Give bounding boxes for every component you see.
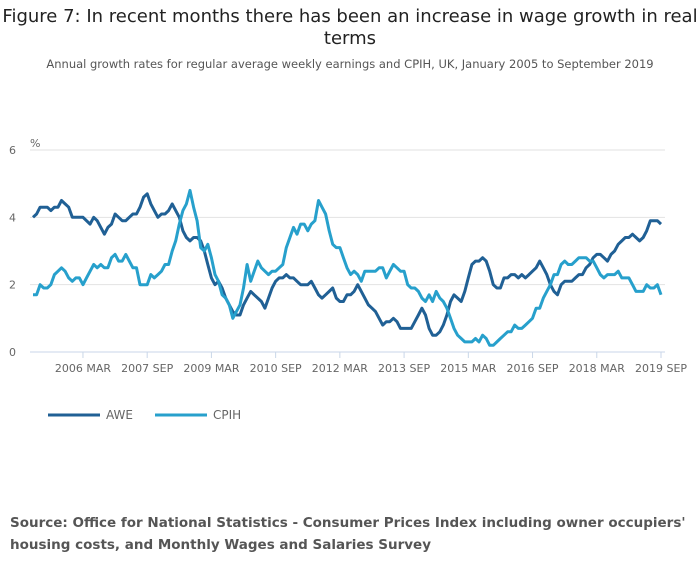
series-line-awe (31, 192, 663, 337)
x-tick-label: 2012 MAR (312, 362, 369, 375)
x-tick-label: 2006 MAR (55, 362, 112, 375)
y-tick-label: 0 (9, 346, 16, 359)
x-tick-label: 2019 SEP (635, 362, 687, 375)
chart-subtitle: Annual growth rates for regular average … (46, 57, 654, 71)
y-tick-label: 4 (9, 211, 16, 224)
legend-label-cpih: CPIH (213, 408, 241, 422)
x-tick-label: 2016 SEP (507, 362, 559, 375)
chart-title: Figure 7: In recent months there has bee… (2, 6, 698, 49)
x-tick-label: 2015 MAR (440, 362, 497, 375)
legend-label-awe: AWE (106, 408, 133, 422)
x-tick-label: 2009 MAR (183, 362, 240, 375)
x-tick-label: 2018 MAR (569, 362, 626, 375)
source-note: Source: Office for National Statistics -… (10, 515, 686, 553)
y-tick-label: 6 (9, 144, 16, 157)
y-axis-unit-label: % (30, 137, 40, 150)
x-tick-label: 2007 SEP (121, 362, 173, 375)
x-tick-label: 2013 SEP (378, 362, 430, 375)
x-tick-label: 2010 SEP (250, 362, 302, 375)
y-tick-label: 2 (9, 279, 16, 292)
line-chart: % 0 2 4 6 2006 MAR 2007 SEP 2009 MAR 2010 SEP 2… (9, 137, 687, 422)
series-line-cpih (33, 188, 663, 347)
